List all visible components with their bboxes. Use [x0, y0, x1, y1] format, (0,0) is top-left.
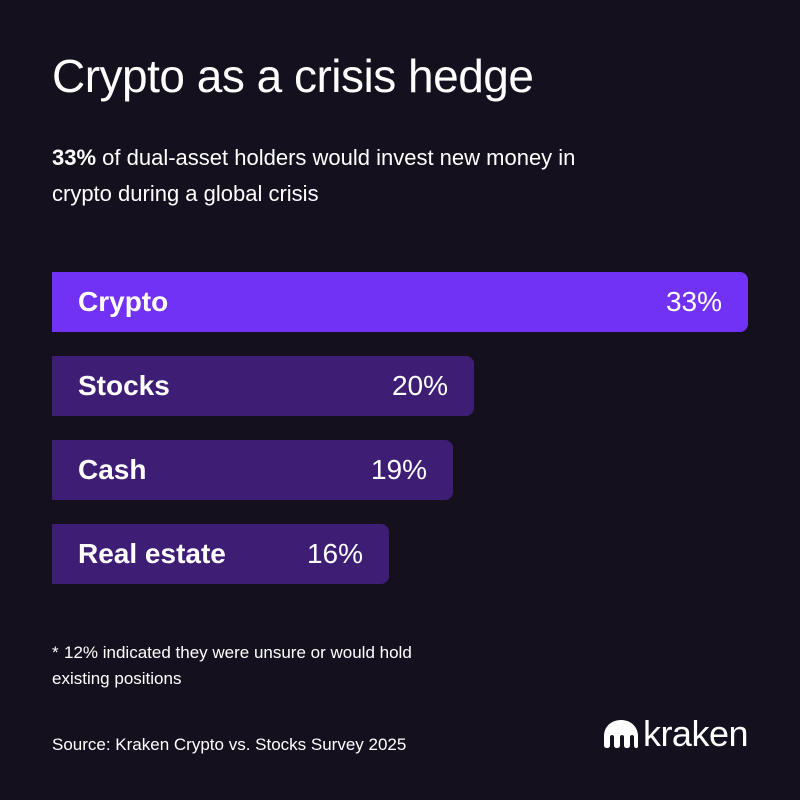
subtitle-text: of dual-asset holders would invest new m… — [52, 145, 576, 206]
bar-label: Real estate — [78, 538, 226, 569]
bar-stocks: Stocks 20% — [52, 356, 474, 416]
bar-crypto: Crypto 33% — [52, 272, 748, 332]
kraken-logo-icon — [603, 720, 638, 748]
bar-cash: Cash 19% — [52, 440, 453, 500]
footnote-mark: * — [52, 643, 59, 662]
chart-title: Crypto as a crisis hedge — [52, 50, 534, 102]
source-text: Source: Kraken Crypto vs. Stocks Survey … — [52, 735, 407, 754]
brand-name: kraken — [642, 713, 749, 754]
bar-label: Stocks — [78, 370, 170, 401]
bar-value-label: 20% — [391, 370, 448, 401]
footnote-text: 12% indicated they were unsure or would … — [52, 643, 412, 688]
kraken-logo: kraken — [603, 712, 749, 756]
bar-value-label: 19% — [370, 454, 427, 485]
chart-subtitle: 33% of dual-asset holders would invest n… — [52, 140, 612, 212]
bar-value-label: 33% — [665, 286, 722, 317]
footnote: * 12% indicated they were unsure or would… — [52, 640, 472, 692]
bar-value-label: 16% — [306, 538, 363, 569]
bar-label: Crypto — [78, 286, 169, 317]
bar-real-estate: Real estate 16% — [52, 524, 389, 584]
subtitle-highlight: 33% — [52, 145, 97, 170]
bar-label: Cash — [78, 454, 147, 485]
